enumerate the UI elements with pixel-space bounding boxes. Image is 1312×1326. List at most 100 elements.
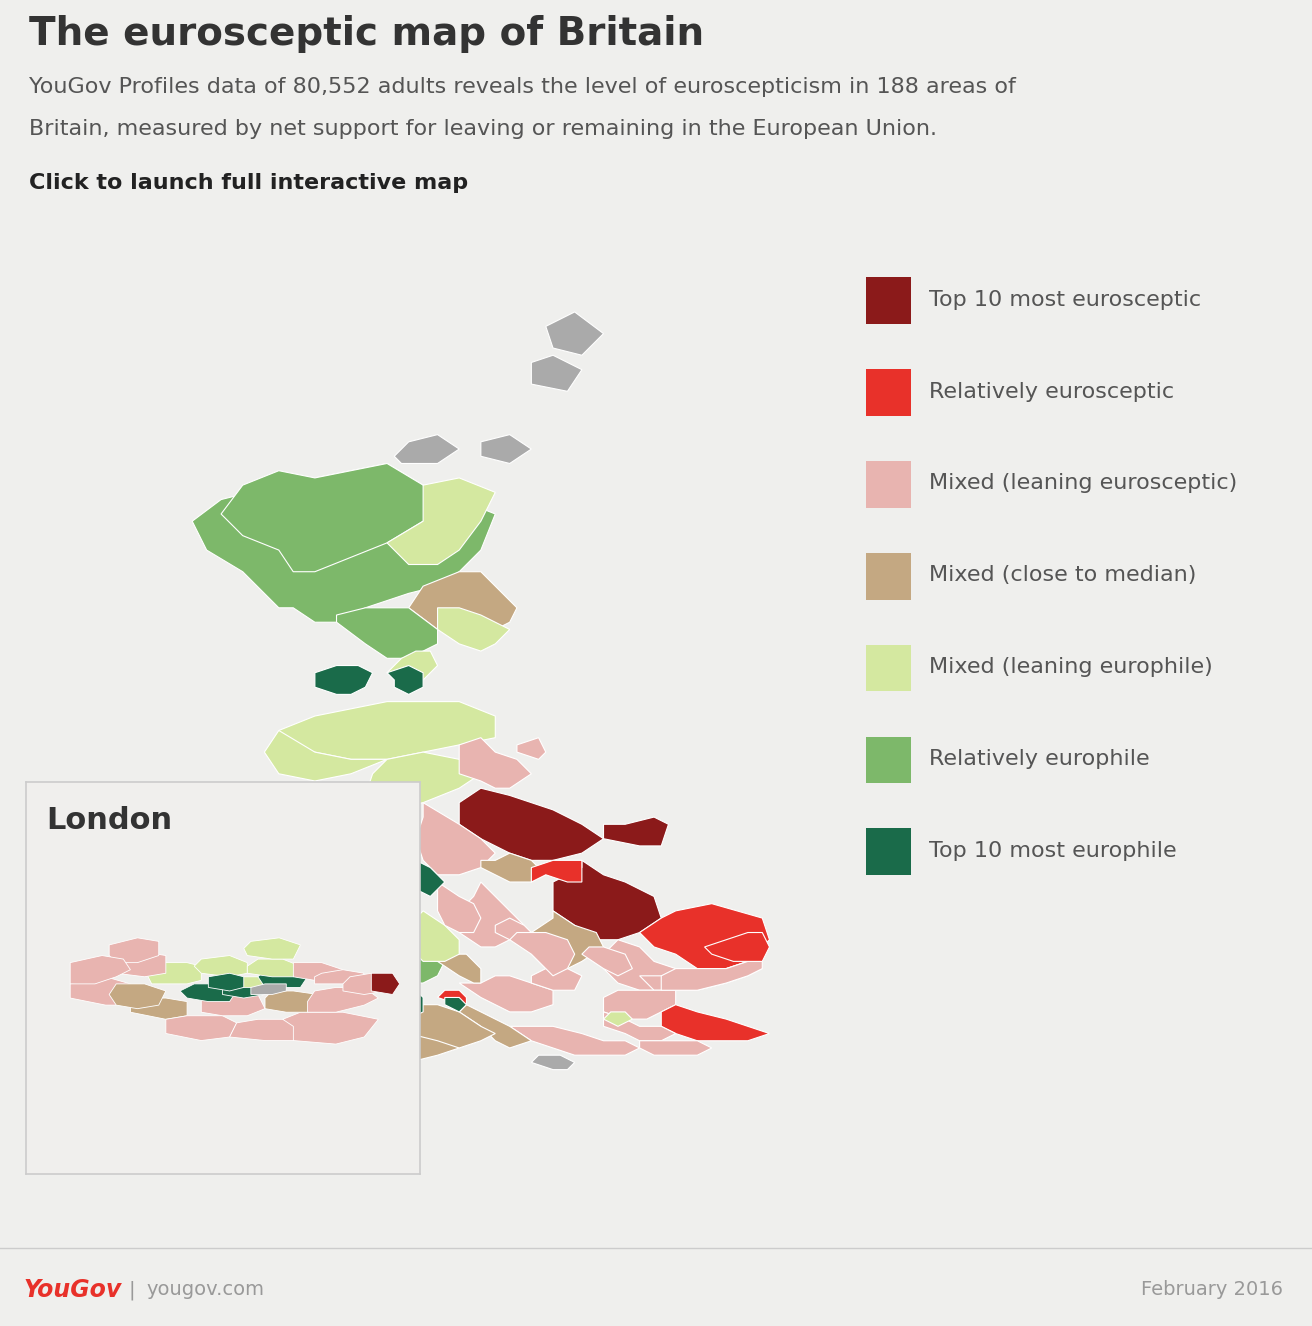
Polygon shape [193,464,496,622]
Polygon shape [416,861,445,896]
FancyBboxPatch shape [866,277,911,324]
Polygon shape [604,940,676,991]
Polygon shape [194,956,247,977]
Polygon shape [604,817,669,846]
Polygon shape [222,464,438,572]
Polygon shape [531,911,604,968]
Polygon shape [371,973,400,994]
Polygon shape [531,355,583,391]
Polygon shape [70,956,130,984]
Polygon shape [265,940,387,1026]
FancyBboxPatch shape [866,460,911,508]
Text: Britain, measured by net support for leaving or remaining in the European Union.: Britain, measured by net support for lea… [29,119,937,139]
Polygon shape [459,976,554,1012]
Polygon shape [279,701,496,760]
Text: yougov.com: yougov.com [147,1281,265,1299]
Polygon shape [438,955,482,983]
Polygon shape [546,312,604,355]
Polygon shape [705,932,769,961]
Polygon shape [387,651,438,680]
Polygon shape [365,752,482,810]
Polygon shape [395,435,459,464]
Polygon shape [482,853,546,882]
Polygon shape [144,963,201,984]
Polygon shape [244,937,300,959]
Polygon shape [251,984,286,994]
Polygon shape [387,926,445,983]
Polygon shape [409,911,459,961]
Text: YouGov Profiles data of 80,552 adults reveals the level of euroscepticism in 188: YouGov Profiles data of 80,552 adults re… [29,77,1015,97]
Polygon shape [165,1016,236,1041]
Polygon shape [201,991,265,1016]
Polygon shape [438,607,509,651]
Polygon shape [282,1012,378,1044]
Polygon shape [223,980,265,998]
Text: February 2016: February 2016 [1141,1281,1283,1299]
Polygon shape [315,861,422,896]
FancyBboxPatch shape [866,553,911,599]
FancyBboxPatch shape [866,644,911,691]
Polygon shape [661,961,762,991]
Polygon shape [342,973,392,994]
Text: Relatively europhile: Relatively europhile [929,749,1149,769]
Text: Mixed (close to median): Mixed (close to median) [929,565,1197,585]
Text: Relatively eurosceptic: Relatively eurosceptic [929,382,1174,402]
Polygon shape [294,963,342,980]
Polygon shape [438,991,467,1005]
Polygon shape [583,947,632,976]
Polygon shape [180,984,236,1001]
Polygon shape [459,737,531,788]
Polygon shape [109,984,165,1009]
Text: Top 10 most eurosceptic: Top 10 most eurosceptic [929,289,1200,309]
Polygon shape [279,882,387,940]
Polygon shape [315,666,373,695]
Polygon shape [604,991,676,1020]
Polygon shape [117,952,165,977]
Polygon shape [509,932,575,976]
Polygon shape [554,861,661,940]
Polygon shape [604,1012,632,1026]
Text: The eurosceptic map of Britain: The eurosceptic map of Britain [29,16,705,53]
Text: Mixed (leaning eurosceptic): Mixed (leaning eurosceptic) [929,473,1237,493]
FancyBboxPatch shape [866,829,911,875]
FancyBboxPatch shape [866,736,911,784]
Polygon shape [482,435,531,464]
Polygon shape [459,882,525,947]
Polygon shape [416,802,496,875]
Polygon shape [517,737,546,760]
Polygon shape [459,1005,531,1048]
Polygon shape [531,968,583,991]
Polygon shape [228,1062,315,1113]
Polygon shape [258,969,307,988]
Text: Mixed (leaning europhile): Mixed (leaning europhile) [929,658,1212,678]
Polygon shape [247,959,300,977]
Polygon shape [387,1005,496,1048]
Polygon shape [640,961,762,991]
Polygon shape [445,997,467,1012]
Text: Top 10 most europhile: Top 10 most europhile [929,841,1177,861]
FancyBboxPatch shape [866,369,911,415]
Text: Click to launch full interactive map: Click to launch full interactive map [29,172,468,194]
Polygon shape [109,937,159,963]
Polygon shape [509,1026,640,1055]
Polygon shape [459,788,604,861]
Polygon shape [496,918,531,940]
Polygon shape [640,903,769,968]
Polygon shape [315,969,365,984]
Polygon shape [387,666,422,695]
Polygon shape [236,977,286,988]
Polygon shape [130,998,188,1020]
Text: |: | [129,1280,135,1299]
Polygon shape [531,861,583,882]
Polygon shape [336,607,438,658]
Polygon shape [387,477,496,565]
Polygon shape [640,1041,711,1055]
Polygon shape [265,731,387,781]
Polygon shape [604,1012,676,1041]
Polygon shape [307,988,378,1012]
Polygon shape [265,991,329,1012]
Polygon shape [531,1055,575,1070]
Polygon shape [315,968,422,1020]
Polygon shape [409,572,517,636]
Polygon shape [315,1012,459,1062]
